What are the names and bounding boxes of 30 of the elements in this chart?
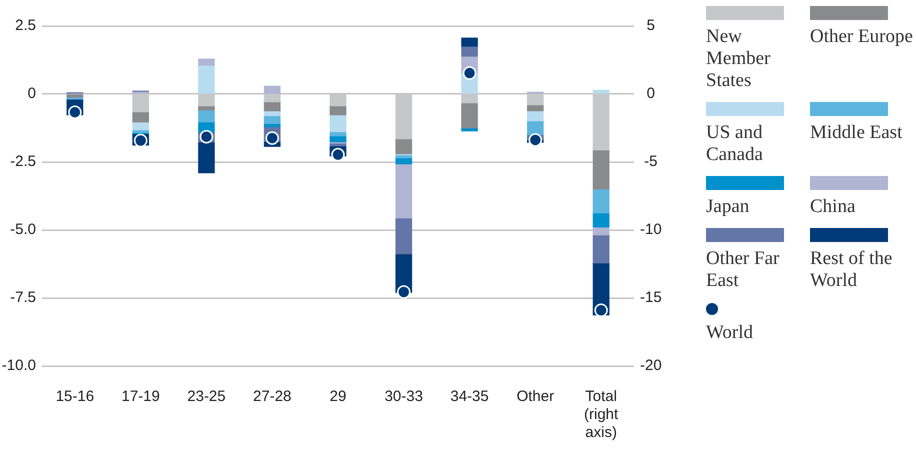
- x-tick-label: 30-33: [384, 388, 423, 406]
- x-tick-label: 34-35: [450, 388, 489, 406]
- y2-tick-label: 0: [646, 85, 656, 102]
- y2-tick-label: -15: [640, 289, 662, 306]
- y-tick-label: 2.5: [15, 17, 36, 34]
- x-tick-label: 17-19: [121, 388, 160, 406]
- y2-tick-label: -5: [644, 153, 658, 170]
- y-tick-label: 0: [28, 85, 36, 102]
- legend-label: Other Europe: [810, 26, 913, 48]
- x-tick-label: 15-16: [56, 388, 94, 406]
- x-tick-label: Other: [516, 388, 554, 406]
- legend-label: World: [706, 322, 754, 344]
- legend-label: US and Canada: [706, 122, 764, 166]
- y-tick-label: -5.0: [10, 221, 36, 238]
- y2-tick-label: -10: [640, 221, 662, 238]
- x-tick-label: 29: [330, 388, 346, 406]
- legend-label: Other Far East: [706, 248, 780, 292]
- y2-tick-label: 5: [646, 17, 656, 34]
- y-tick-label: -2.5: [10, 153, 36, 170]
- x-tick-label: 23-25: [187, 388, 226, 406]
- legend-label: Middle East: [810, 122, 902, 144]
- x-tick-label: Total (right axis): [584, 388, 620, 442]
- legend-label: New Member States: [706, 26, 772, 92]
- legend-label: Japan: [706, 196, 750, 218]
- y2-tick-label: -20: [640, 357, 662, 374]
- y-tick-label: -10.0: [2, 357, 36, 374]
- legend-label: China: [810, 196, 856, 218]
- legend-label: Rest of the World: [810, 248, 894, 292]
- x-tick-label: 27-28: [253, 388, 292, 406]
- y-tick-label: -7.5: [10, 289, 36, 306]
